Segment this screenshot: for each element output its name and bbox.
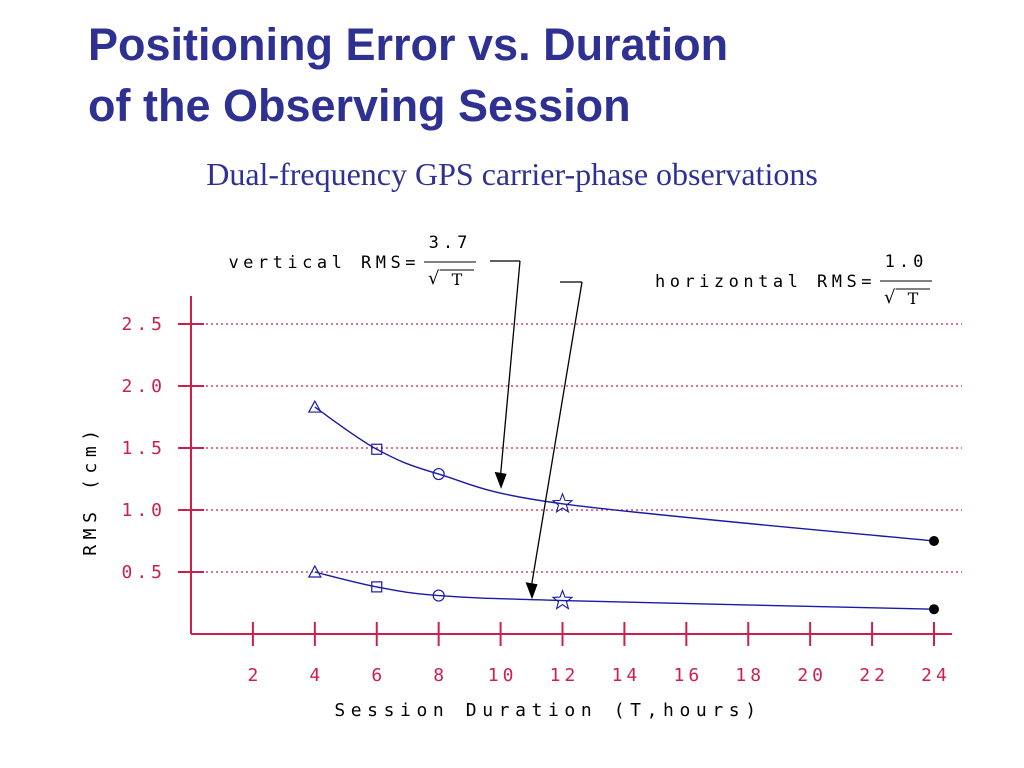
sqrt-symbol: √ bbox=[884, 287, 896, 308]
square-marker bbox=[371, 443, 383, 455]
x-tick-label: 24 bbox=[921, 665, 951, 686]
x-tick-label: 12 bbox=[550, 665, 580, 686]
y-tick-label: 0.5 bbox=[121, 562, 166, 583]
arrow-head bbox=[494, 471, 507, 489]
annotation-label: vertical RMS= bbox=[228, 253, 420, 273]
star-marker bbox=[551, 492, 574, 514]
x-tick-label: 6 bbox=[371, 665, 386, 686]
x-tick-label: 4 bbox=[309, 665, 324, 686]
x-tick-label: 22 bbox=[859, 665, 889, 686]
triangle-marker bbox=[307, 399, 322, 413]
filled-circle-marker bbox=[929, 604, 939, 615]
arrow-line bbox=[530, 281, 583, 586]
annotation-label: horizontal RMS= bbox=[655, 272, 876, 292]
y-tick-label: 2.0 bbox=[121, 376, 166, 397]
annotation-denominator: T bbox=[452, 270, 463, 289]
annotation-numerator: 1.0 bbox=[885, 252, 928, 272]
x-tick-label: 20 bbox=[797, 665, 827, 686]
triangle-marker bbox=[307, 564, 322, 578]
title-line-2: of the Observing Session bbox=[88, 80, 631, 131]
annotation-1: vertical RMS= 3.7 √ T bbox=[228, 233, 521, 489]
y-tick-label: 2.5 bbox=[121, 314, 166, 335]
filled-circle-marker bbox=[929, 536, 939, 546]
series-line-2 bbox=[314, 571, 935, 610]
star-marker bbox=[551, 588, 574, 610]
y-tick-label: 1.0 bbox=[121, 500, 166, 521]
arrow-line bbox=[499, 260, 521, 475]
x-tick-label: 14 bbox=[612, 665, 642, 686]
arrow-head bbox=[525, 582, 538, 600]
title-line-1: Positioning Error vs. Duration bbox=[88, 19, 729, 70]
x-tick-label: 8 bbox=[433, 665, 448, 686]
annotation-2: horizontal RMS= 1.0 √ T bbox=[525, 252, 932, 600]
square-marker bbox=[371, 581, 383, 593]
slide-subtitle: Dual-frequency GPS carrier-phase observa… bbox=[206, 156, 818, 192]
x-axis-label: Session Duration (T,hours) bbox=[334, 700, 761, 721]
x-tick-label: 10 bbox=[488, 665, 518, 686]
sqrt-symbol: √ bbox=[428, 268, 440, 289]
annotation-numerator: 3.7 bbox=[429, 233, 472, 253]
annotation-denominator: T bbox=[908, 289, 919, 308]
x-tick-label: 2 bbox=[247, 665, 262, 686]
x-tick-label: 18 bbox=[735, 665, 765, 686]
circle-marker bbox=[432, 589, 445, 602]
slide-title: Positioning Error vs. Duration of the Ob… bbox=[88, 14, 988, 136]
y-tick-label: 1.5 bbox=[121, 438, 166, 459]
y-axis-label: RMS (cm) bbox=[80, 424, 101, 556]
series-line-1 bbox=[314, 406, 935, 542]
x-tick-label: 16 bbox=[673, 665, 703, 686]
circle-marker bbox=[432, 467, 445, 481]
